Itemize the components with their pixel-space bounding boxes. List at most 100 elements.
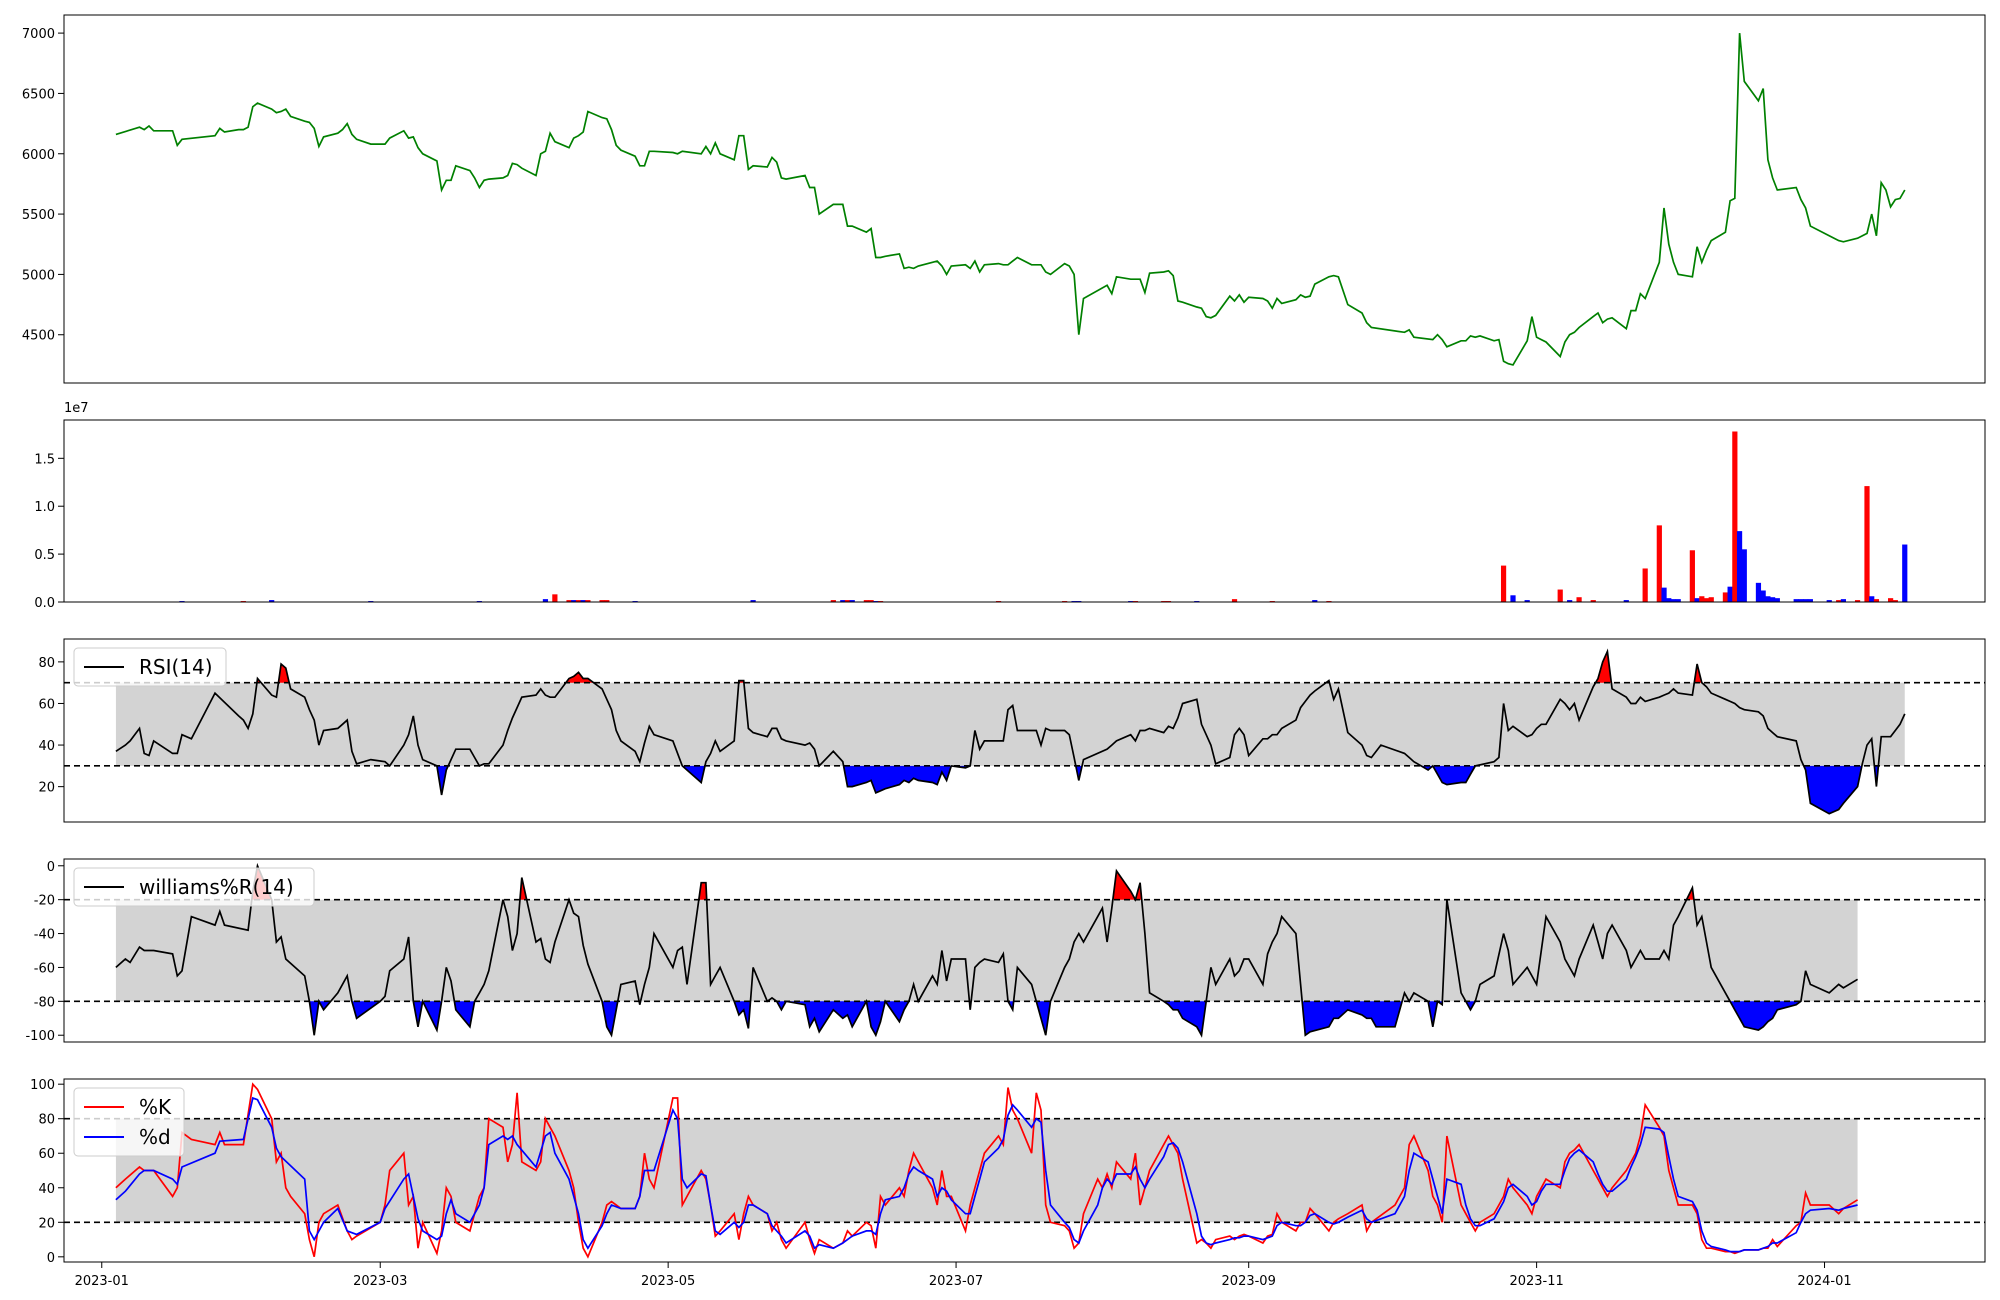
- legend-label: %K: [139, 1095, 172, 1119]
- legend-label: RSI(14): [139, 655, 213, 679]
- volume-bar: [1902, 544, 1908, 602]
- plot-area-rsi: [64, 648, 1985, 815]
- panel-stochastic: 0 20 40 60 80 100 %K %d 2023-01 2023-03 2023-05 202…: [30, 1078, 1986, 1289]
- overbought-fill: [251, 865, 1694, 900]
- volume-bar: [1567, 600, 1573, 602]
- y-tick-label: 0: [47, 860, 55, 875]
- panel-williams: 0 -20 -40 -60 -80 -100 williams%R(14): [25, 858, 1986, 1044]
- volume-bar: [840, 600, 846, 602]
- volume-bar: [1840, 599, 1847, 602]
- d-line: [115, 1096, 1858, 1253]
- volume-bar: [1732, 431, 1738, 602]
- volume-bar: [552, 594, 558, 602]
- volume-bar: [849, 600, 855, 602]
- volume-bar: [1642, 568, 1648, 602]
- legend-label: %d: [139, 1125, 171, 1149]
- y-tick-label: 6000: [22, 148, 55, 163]
- volume-bar: [1500, 565, 1507, 602]
- panel-rsi: 20 40 60 80 RSI(14): [38, 638, 1986, 823]
- volume-bar: [1708, 597, 1714, 602]
- neutral-band: [115, 899, 1858, 1002]
- y-tick-label: 40: [38, 739, 55, 754]
- legend-rsi: RSI(14): [73, 647, 227, 687]
- volume-bar: [575, 600, 582, 602]
- volume-bar: [1836, 600, 1842, 602]
- volume-bar: [1807, 599, 1813, 602]
- axes-frame: [63, 419, 1986, 603]
- indicator-line: [115, 862, 1859, 1038]
- y-tick-label: 80: [38, 1113, 55, 1128]
- y-tick-label: 80: [38, 656, 55, 671]
- volume-bar: [1576, 597, 1582, 602]
- y-tick-label: 20: [38, 781, 55, 796]
- panel-price: 4500 5000 5500 6000 6500 7000: [22, 14, 1986, 384]
- y-tick-label: 40: [38, 1182, 55, 1197]
- legend-williams: williams%R(14): [73, 867, 315, 907]
- y-tick-label: 7000: [22, 27, 55, 42]
- volume-bar: [1774, 598, 1780, 602]
- y-tick-label: -40: [34, 928, 55, 943]
- y-tick-label: 4500: [22, 329, 55, 344]
- volume-bar: [1699, 596, 1705, 602]
- legend-label: williams%R(14): [139, 875, 294, 899]
- volume-bar: [1760, 590, 1766, 602]
- volume-bar: [750, 600, 756, 602]
- volume-bar: [1666, 598, 1672, 602]
- neutral-band: [115, 682, 1905, 766]
- volume-bar: [604, 600, 610, 602]
- volume-bar: [1803, 599, 1809, 602]
- plot-area-stochastic: [64, 1082, 1985, 1259]
- overbought-fill: [257, 651, 1702, 683]
- y-tick-label: 20: [38, 1216, 55, 1231]
- price-line: [115, 33, 1906, 366]
- y-tick-label: 6500: [22, 87, 55, 102]
- y-tick-label: 1.5: [34, 452, 55, 467]
- volume-bar: [1770, 597, 1776, 602]
- volume-bar: [542, 599, 549, 602]
- axes-frame: [63, 14, 1986, 384]
- y-tick-label: 60: [38, 697, 55, 712]
- x-tick-label: 2023-03: [353, 1274, 407, 1289]
- legend-stochastic: %K %d: [73, 1087, 185, 1157]
- volume-bar: [1736, 531, 1743, 602]
- volume-bar: [1793, 599, 1799, 602]
- volume-bar: [1869, 596, 1875, 602]
- y-tick-label: 5000: [22, 268, 55, 283]
- legend-box: [73, 647, 227, 687]
- volume-bar: [1656, 525, 1662, 602]
- volume-bar: [830, 600, 836, 602]
- volume-bar: [1590, 600, 1596, 602]
- volume-bar: [844, 600, 851, 602]
- volume-bar: [585, 600, 591, 602]
- y-tick-label: 0: [47, 1251, 55, 1266]
- x-tick-label: 2023-09: [1222, 1274, 1276, 1289]
- oversold-fill: [309, 1001, 1801, 1036]
- volume-bar: [1703, 598, 1710, 602]
- y-tick-label: -20: [34, 894, 55, 909]
- volume-bar: [1765, 596, 1771, 602]
- volume-bar: [1670, 599, 1677, 602]
- volume-bar: [580, 600, 586, 602]
- volume-bar: [863, 600, 869, 602]
- y-tick-label: -60: [34, 961, 55, 976]
- volume-bar: [1741, 549, 1747, 602]
- volume-bar: [1826, 600, 1832, 602]
- volume-bar: [1557, 589, 1563, 602]
- volume-bar: [1623, 600, 1629, 602]
- legend-box: [73, 867, 315, 907]
- volume-bar: [1864, 486, 1870, 602]
- axes-frame: [63, 1078, 1986, 1263]
- plot-area-price: [115, 33, 1906, 366]
- legend-box: [73, 1087, 185, 1157]
- x-tick-label: 2024-01: [1797, 1274, 1851, 1289]
- y-tick-label: -80: [34, 995, 55, 1010]
- y-offset-label: 1e7: [64, 401, 89, 416]
- y-tick-label: 100: [30, 1078, 55, 1093]
- axes-frame: [63, 858, 1986, 1043]
- volume-bar: [1727, 586, 1733, 602]
- volume-bar: [1510, 595, 1516, 602]
- y-tick-label: 60: [38, 1147, 55, 1162]
- volume-bar: [1892, 600, 1898, 602]
- volume-bar: [1524, 600, 1530, 602]
